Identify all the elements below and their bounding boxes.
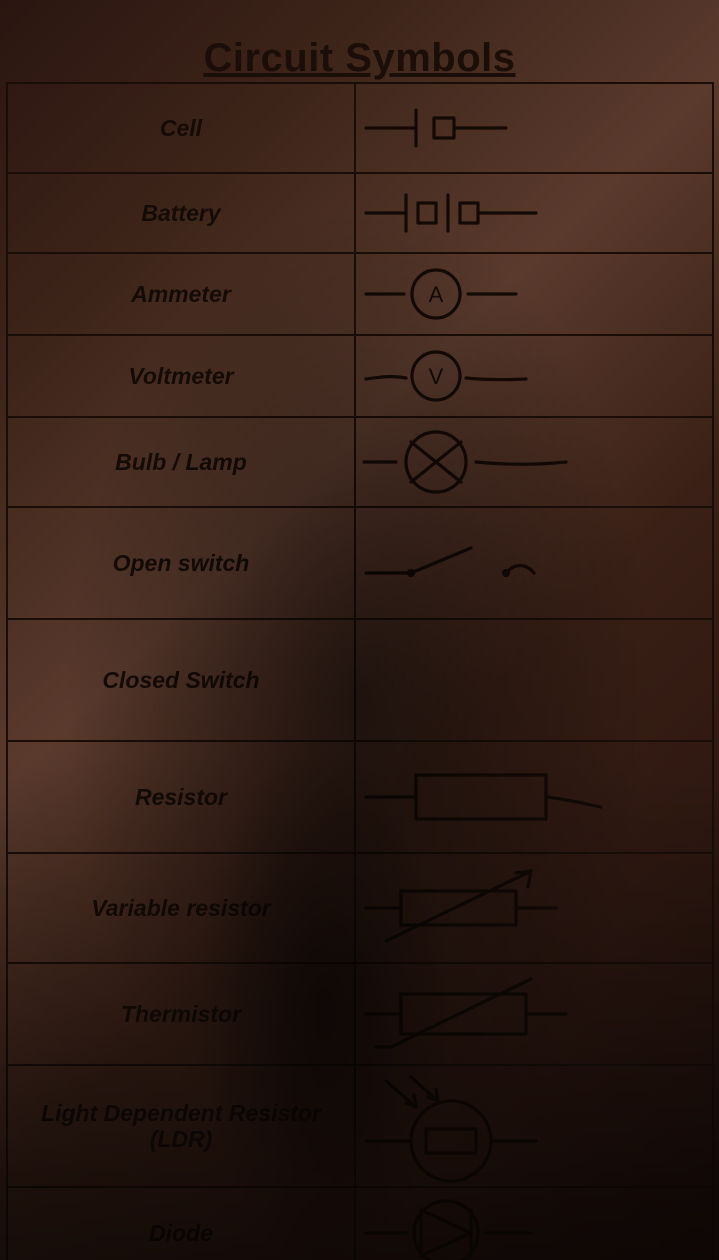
svg-text:A: A	[429, 282, 444, 307]
component-symbol	[355, 173, 713, 253]
table-row: Thermistor	[7, 963, 713, 1065]
component-label: Open switch	[7, 507, 355, 619]
component-label: Thermistor	[7, 963, 355, 1065]
component-symbol	[355, 741, 713, 853]
component-label: Voltmeter	[7, 335, 355, 417]
table-row: Voltmeter V	[7, 335, 713, 417]
component-label: Ammeter	[7, 253, 355, 335]
table-row: Ammeter A	[7, 253, 713, 335]
symbols-table: CellBatteryAmmeter A Voltmeter V Bulb / Lamp…	[6, 82, 714, 1260]
component-symbol	[355, 417, 713, 507]
component-symbol	[355, 853, 713, 963]
table-row: Diode	[7, 1187, 713, 1260]
component-label: Variable resistor	[7, 853, 355, 963]
component-symbol	[355, 507, 713, 619]
table-row: Light Dependent Resistor (LDR)	[7, 1065, 713, 1187]
component-label: Bulb / Lamp	[7, 417, 355, 507]
table-row: Variable resistor	[7, 853, 713, 963]
component-label: Battery	[7, 173, 355, 253]
component-symbol	[355, 1065, 713, 1187]
component-symbol: A	[355, 253, 713, 335]
component-label: Closed Switch	[7, 619, 355, 741]
table-row: Battery	[7, 173, 713, 253]
component-symbol	[355, 619, 713, 741]
page-title: Circuit Symbols	[0, 36, 719, 81]
svg-text:V: V	[429, 364, 444, 389]
component-symbol	[355, 83, 713, 173]
table-row: Open switch	[7, 507, 713, 619]
component-label: Resistor	[7, 741, 355, 853]
component-label: Cell	[7, 83, 355, 173]
table-row: Cell	[7, 83, 713, 173]
component-symbol	[355, 1187, 713, 1260]
table-row: Closed Switch	[7, 619, 713, 741]
worksheet-page: Circuit Symbols CellBatteryAmmeter A Voltm…	[0, 0, 719, 1260]
table-row: Resistor	[7, 741, 713, 853]
component-symbol: V	[355, 335, 713, 417]
table-row: Bulb / Lamp	[7, 417, 713, 507]
component-label: Light Dependent Resistor (LDR)	[7, 1065, 355, 1187]
component-label: Diode	[7, 1187, 355, 1260]
component-symbol	[355, 963, 713, 1065]
